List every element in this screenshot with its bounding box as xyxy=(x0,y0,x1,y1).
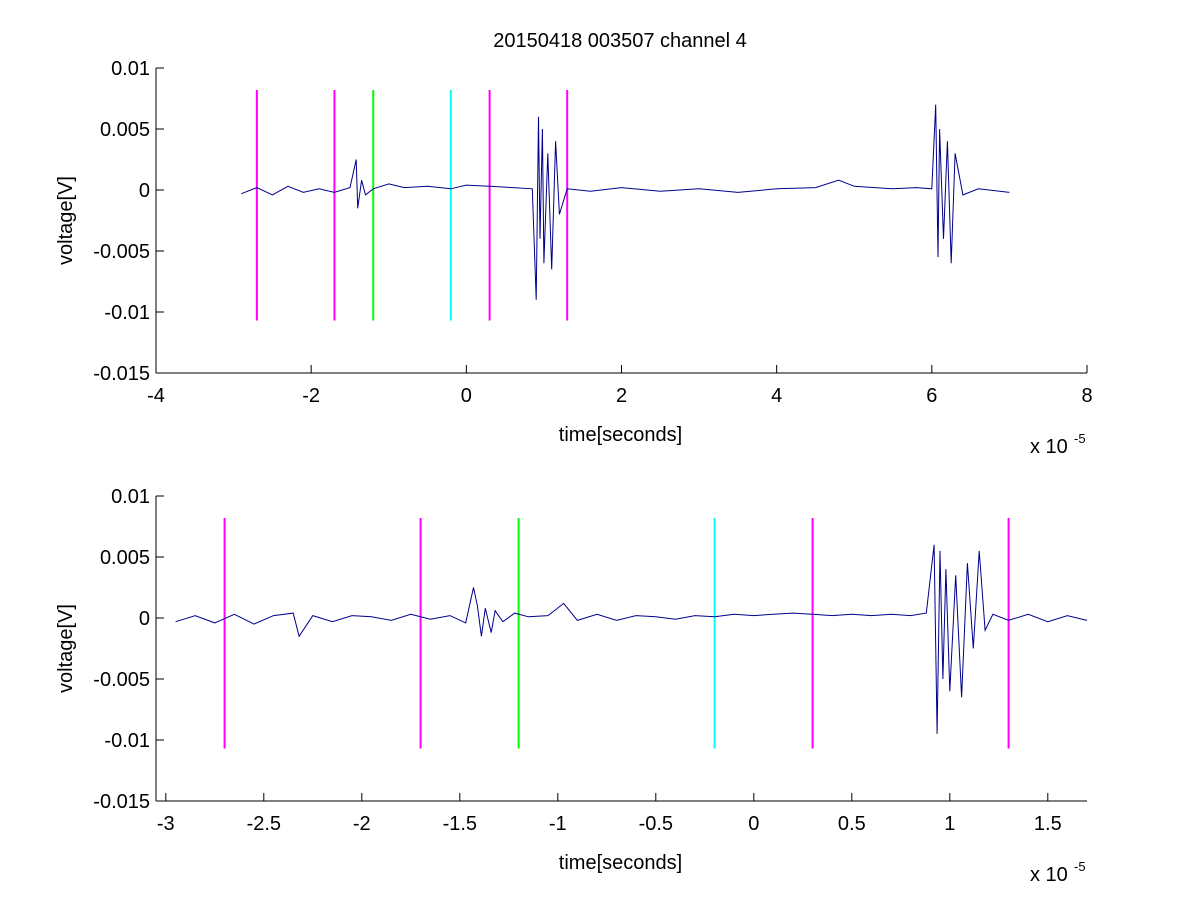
y-tick-label: -0.005 xyxy=(93,669,150,691)
x-tick-label: -2.5 xyxy=(247,813,281,835)
x-tick-label: -4 xyxy=(147,385,165,407)
x-tick-label: 0 xyxy=(461,385,472,407)
y-tick-label: -0.01 xyxy=(104,730,150,752)
x-tick-label: -2 xyxy=(302,385,320,407)
y-tick-label: 0 xyxy=(139,608,150,630)
x-multiplier-label: x 10 xyxy=(1030,436,1068,458)
chart-panel-1: 0.01 0.005 0 -0.005 -0.01 -0.015-4 -2 0 2 4 6 8 time… xyxy=(55,58,1093,458)
x-tick-label: 6 xyxy=(926,385,937,407)
x-tick-label: -1.5 xyxy=(443,813,477,835)
y-tick-label: -0.015 xyxy=(93,363,150,385)
x-multiplier-exponent: -5 xyxy=(1074,859,1086,874)
x-multiplier-exponent: -5 xyxy=(1074,431,1086,446)
x-axis-label: time[seconds] xyxy=(559,852,682,874)
y-axis-label: voltage[V] xyxy=(55,176,77,265)
y-tick-label: 0.01 xyxy=(111,486,150,508)
x-tick-label: 0 xyxy=(748,813,759,835)
x-tick-label: 2 xyxy=(616,385,627,407)
y-tick-label: 0.005 xyxy=(100,119,150,141)
x-tick-label: 1.5 xyxy=(1034,813,1062,835)
y-tick-label: 0.01 xyxy=(111,58,150,80)
x-tick-label: -2 xyxy=(353,813,371,835)
y-axis-label: voltage[V] xyxy=(55,604,77,693)
y-tick-label: 0 xyxy=(139,180,150,202)
x-tick-label: 0.5 xyxy=(838,813,866,835)
y-tick-label: -0.01 xyxy=(104,302,150,324)
x-tick-label: 1 xyxy=(944,813,955,835)
x-tick-label: -3 xyxy=(157,813,175,835)
y-tick-label: -0.005 xyxy=(93,241,150,263)
x-axis-label: time[seconds] xyxy=(559,424,682,446)
x-tick-label: 4 xyxy=(771,385,782,407)
signal-series-line xyxy=(175,544,1088,734)
signal-series-line xyxy=(241,104,1010,300)
x-multiplier-label: x 10 xyxy=(1030,864,1068,886)
x-tick-label: 8 xyxy=(1081,385,1092,407)
y-tick-label: -0.015 xyxy=(93,791,150,813)
y-tick-label: 0.005 xyxy=(100,547,150,569)
x-tick-label: -0.5 xyxy=(639,813,673,835)
x-tick-label: -1 xyxy=(549,813,567,835)
figure-title: 20150418 003507 channel 4 xyxy=(493,30,747,52)
chart-panel-2: 0.01 0.005 0 -0.005 -0.01 -0.015 -3 -2.5 -2 -1.5 -… xyxy=(55,486,1088,886)
